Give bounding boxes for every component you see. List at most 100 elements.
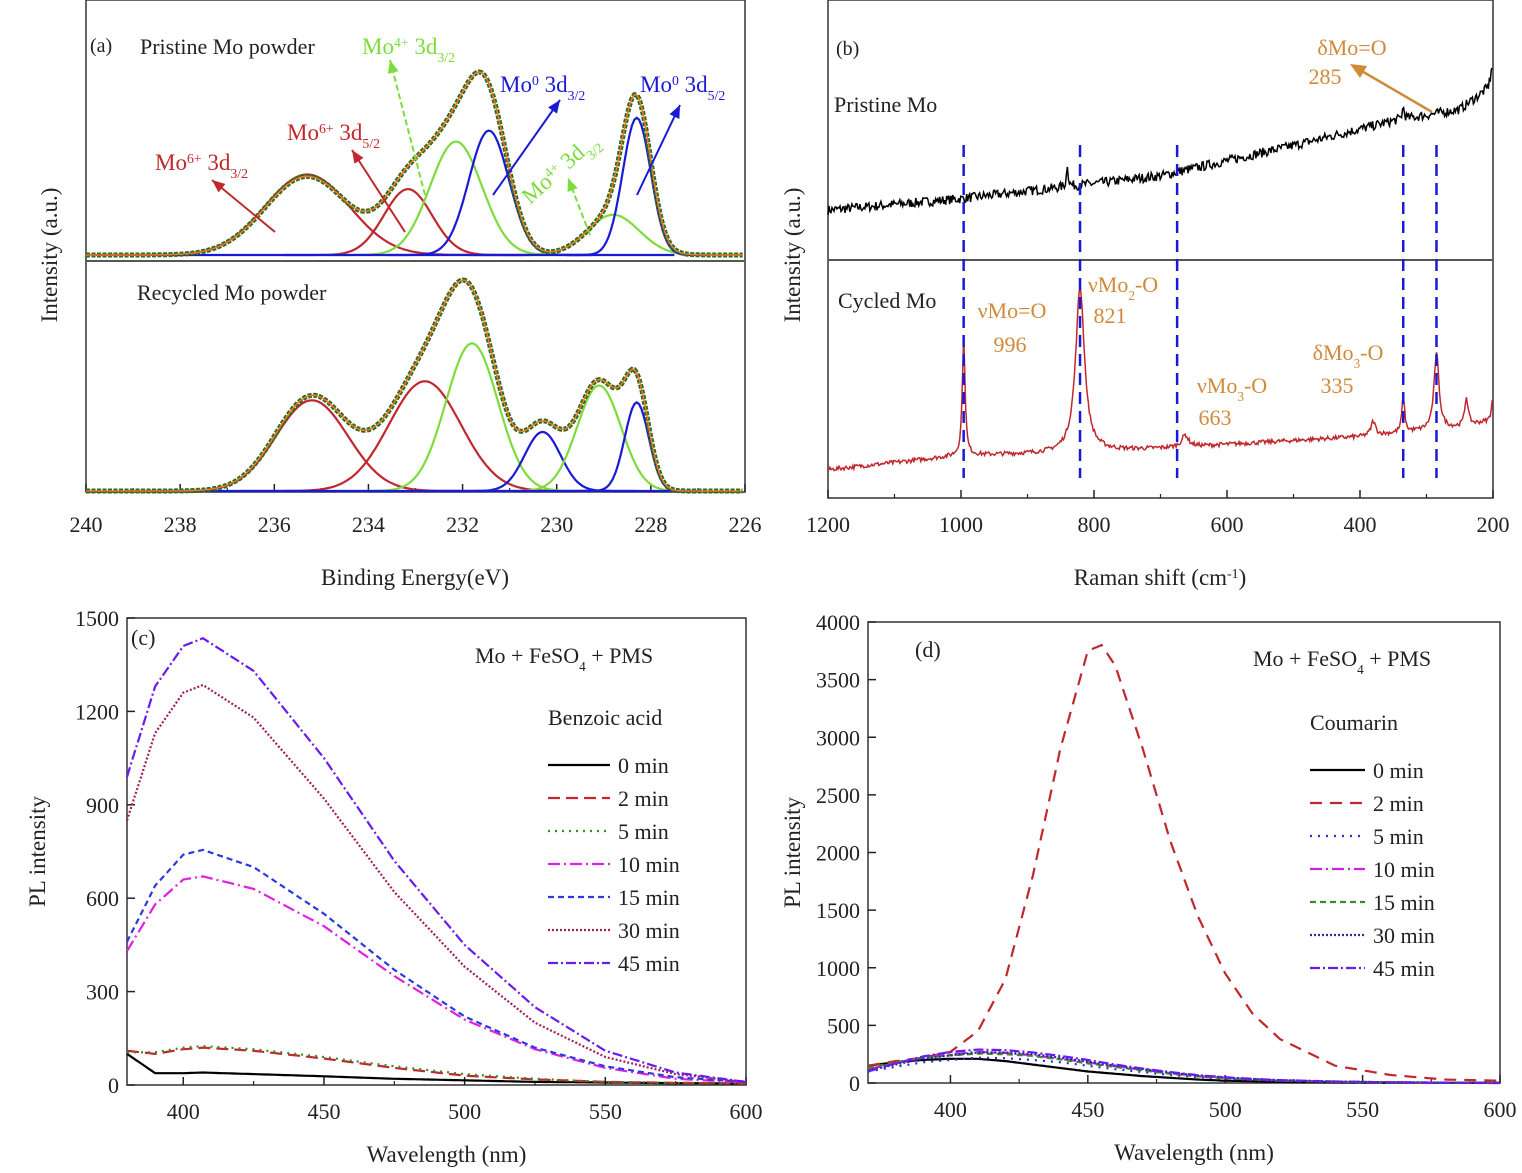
x-tick-label: 600 bbox=[1484, 1097, 1517, 1122]
component-peak bbox=[575, 401, 698, 493]
peak-value: 663 bbox=[1199, 405, 1232, 430]
x-tick-label: 400 bbox=[934, 1097, 967, 1122]
component-peak bbox=[450, 430, 635, 493]
series-line bbox=[867, 1048, 1500, 1084]
series-label: Cycled Mo bbox=[838, 288, 936, 313]
panel-b-raman: 1200 1000 800 600 400 200 (b) Pristine Mo Cycled… bbox=[780, 0, 1510, 590]
peak-value: 285 bbox=[1309, 64, 1342, 89]
panel-c-benzoic-acid: 400 450 500 550 600 0 300 600 900 1200 1500 0 min 2 … bbox=[25, 606, 763, 1167]
y-axis-label: PL intensity bbox=[25, 796, 50, 907]
annotation-arrow bbox=[492, 99, 561, 196]
series-line bbox=[127, 1044, 746, 1085]
y-tick-label: 0 bbox=[849, 1071, 860, 1096]
x-tick-label: 230 bbox=[540, 512, 573, 537]
y-tick-label: 1500 bbox=[75, 606, 119, 631]
legend-entry: 15 min bbox=[1373, 890, 1435, 915]
panel-d-coumarin: 400 450 500 550 600 0 500 1000 1500 2000 2500 3000 3… bbox=[780, 610, 1517, 1165]
arrow-head bbox=[548, 100, 560, 114]
panel-label: (d) bbox=[915, 637, 941, 662]
arrow-head bbox=[567, 178, 578, 192]
annotation-arrow bbox=[389, 59, 426, 196]
x-tick-label: 450 bbox=[307, 1099, 340, 1124]
cycled-mo-spectrum bbox=[827, 286, 1494, 472]
y-tick-label: 2500 bbox=[816, 783, 860, 808]
peak-annotation: Mo0 3d5/2 bbox=[640, 72, 725, 103]
x-tick-label: 232 bbox=[446, 512, 479, 537]
legend-entry: 0 min bbox=[618, 753, 669, 778]
x-tick-label: 600 bbox=[1211, 512, 1244, 537]
subplot-recycled bbox=[86, 277, 743, 494]
x-tick-label: 228 bbox=[634, 512, 667, 537]
x-axis-label: Raman shift (cm-1) bbox=[1074, 565, 1246, 590]
plot-frame bbox=[126, 617, 747, 1086]
x-tick-label: 800 bbox=[1078, 512, 1111, 537]
x-tick-label: 234 bbox=[352, 512, 385, 537]
arrow-head bbox=[212, 180, 226, 193]
peak-annotation: Mo4+ 3d3/2 bbox=[517, 128, 607, 213]
arrow-head bbox=[669, 105, 680, 119]
x-tick-label: 400 bbox=[167, 1099, 200, 1124]
subplot-pristine bbox=[86, 69, 743, 258]
y-tick-label: 1000 bbox=[816, 956, 860, 981]
legend-entry: 30 min bbox=[1373, 923, 1435, 948]
subplot-title: Pristine Mo powder bbox=[140, 34, 315, 59]
legend-entry: 0 min bbox=[1373, 758, 1424, 783]
fit-envelope bbox=[86, 279, 743, 492]
peak-annotation: Mo6+ 3d3/2 bbox=[155, 150, 248, 181]
component-peak bbox=[486, 384, 713, 493]
panel-label: (c) bbox=[131, 625, 155, 650]
x-tick-label: 236 bbox=[258, 512, 291, 537]
component-peak bbox=[283, 187, 531, 257]
y-axis-label: PL intensity bbox=[780, 797, 805, 908]
annotation-arrow bbox=[351, 149, 406, 233]
legend-entry: 15 min bbox=[618, 885, 680, 910]
pristine-mo-spectrum bbox=[827, 67, 1493, 215]
x-tick-label: 226 bbox=[729, 512, 762, 537]
x-tick-label: 400 bbox=[1344, 512, 1377, 537]
series-line bbox=[126, 875, 747, 1084]
y-tick-label: 300 bbox=[86, 980, 119, 1005]
series-line bbox=[125, 636, 747, 1083]
series-line bbox=[867, 1057, 1500, 1085]
x-tick-label: 1000 bbox=[939, 512, 983, 537]
panel-label: (b) bbox=[836, 38, 859, 60]
legend-entry: 5 min bbox=[618, 819, 669, 844]
y-tick-label: 1500 bbox=[816, 898, 860, 923]
legend-entry: 2 min bbox=[1373, 791, 1424, 816]
chart-title: Mo + FeSO4 + PMS bbox=[475, 643, 653, 674]
arrow-head bbox=[1350, 64, 1367, 78]
series-line bbox=[867, 643, 1501, 1082]
x-tick-label: 200 bbox=[1477, 512, 1510, 537]
annotation-arrow bbox=[636, 104, 681, 196]
component-peak bbox=[337, 342, 607, 493]
x-axis-label: Wavelength (nm) bbox=[1114, 1140, 1274, 1165]
subplot-title: Recycled Mo powder bbox=[137, 280, 327, 305]
chart-title: Mo + FeSO4 + PMS bbox=[1253, 646, 1431, 677]
peak-value: 821 bbox=[1094, 303, 1127, 328]
y-tick-label: 900 bbox=[86, 793, 119, 818]
x-tick-label: 550 bbox=[1346, 1097, 1379, 1122]
plot-frame bbox=[867, 621, 1501, 1084]
legend-title: Coumarin bbox=[1310, 710, 1398, 735]
plot-frame bbox=[827, 0, 1494, 499]
legend-entry: 5 min bbox=[1373, 824, 1424, 849]
series-line bbox=[126, 1046, 746, 1085]
y-axis-label: Intensity (a.u.) bbox=[37, 188, 62, 323]
y-axis-label: Intensity (a.u.) bbox=[780, 188, 805, 323]
x-tick-label: 240 bbox=[70, 512, 103, 537]
y-tick-label: 3500 bbox=[816, 668, 860, 693]
peak-annotation: νMo=O bbox=[978, 298, 1047, 323]
annotation-arrow bbox=[211, 179, 276, 233]
y-tick-label: 4000 bbox=[816, 610, 860, 635]
x-tick-label: 1200 bbox=[806, 512, 850, 537]
fit-envelope bbox=[86, 71, 743, 256]
legend-entry: 10 min bbox=[618, 852, 680, 877]
x-tick-label: 500 bbox=[1209, 1097, 1242, 1122]
peak-annotation: νMo2-O bbox=[1088, 272, 1158, 303]
legend-title: Benzoic acid bbox=[548, 705, 662, 730]
y-tick-label: 600 bbox=[86, 886, 119, 911]
y-tick-label: 3000 bbox=[816, 725, 860, 750]
arrow-head bbox=[387, 60, 399, 74]
series-line bbox=[125, 683, 747, 1083]
